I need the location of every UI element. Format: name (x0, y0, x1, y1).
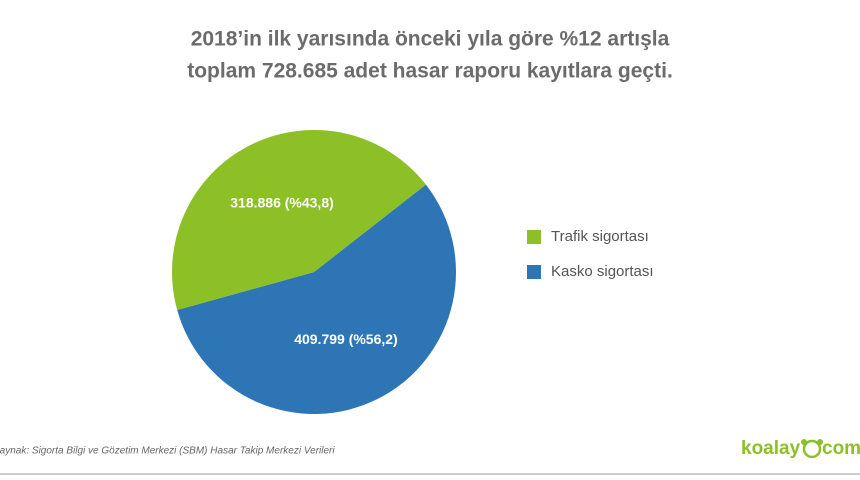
legend-swatch (527, 265, 541, 279)
logo-icon (817, 439, 823, 445)
value-label: 318.886 (%43,8) (230, 194, 334, 210)
legend-label: Trafik sigortası (551, 228, 649, 245)
pie-slice (171, 129, 426, 311)
chart-title: toplam 728.685 adet hasar raporu kayıtla… (187, 60, 673, 83)
chart-title: 2018’in ilk yarısında önceki yıla göre %… (191, 28, 670, 51)
legend-label: Kasko sigortası (551, 263, 654, 280)
source: Kaynak: Sigorta Bilgi ve Gözetim Merkezi… (0, 446, 335, 457)
logo-icon (801, 439, 807, 445)
pie-slice (177, 184, 456, 414)
logo-name: koalay (741, 438, 801, 459)
logo-icon (802, 439, 822, 459)
value-label: 409.799 (%56,2) (294, 331, 398, 347)
logo: koalay com (741, 438, 860, 459)
legend-swatch (527, 230, 541, 244)
logo-suffix: com (822, 438, 860, 459)
